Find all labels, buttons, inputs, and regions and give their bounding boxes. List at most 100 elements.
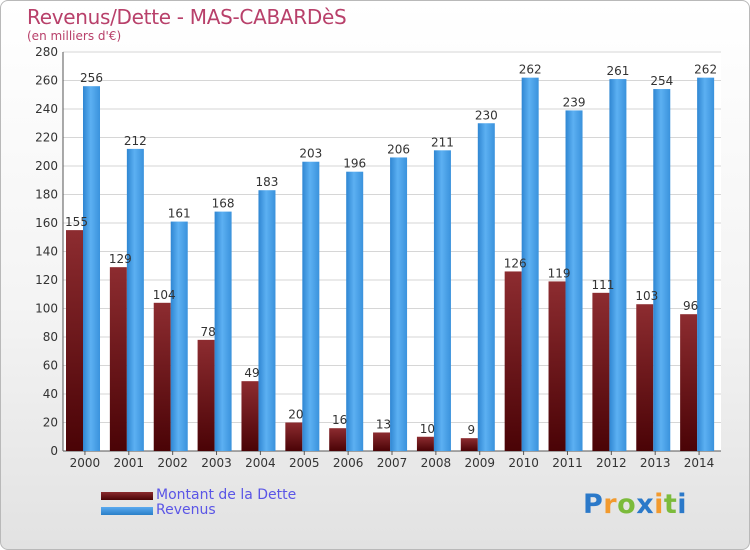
- legend-label-dette: Montant de la Dette: [156, 487, 297, 503]
- bar-revenus: [302, 161, 320, 451]
- data-label-dette: 126: [504, 256, 527, 270]
- data-label-revenus: 168: [212, 197, 235, 211]
- y-tick-label: 60: [43, 359, 58, 373]
- logo-letter: t: [663, 489, 678, 520]
- y-tick-label: 200: [35, 159, 58, 173]
- data-label-revenus: 212: [124, 134, 147, 148]
- x-tick-label: 2005: [289, 456, 320, 470]
- bar-revenus: [83, 86, 100, 451]
- proxiti-logo: Proxiti: [583, 489, 687, 520]
- logo-letter: i: [677, 489, 688, 520]
- y-tick-label: 20: [43, 416, 58, 430]
- y-tick-label: 100: [35, 302, 58, 316]
- bar-revenus: [653, 89, 671, 452]
- bar-dette: [373, 432, 391, 451]
- bar-dette: [680, 314, 698, 451]
- bar-revenus: [565, 110, 583, 452]
- x-tick-label: 2003: [201, 456, 232, 470]
- legend-item-revenus: Revenus: [101, 503, 296, 518]
- x-tick-label: 2001: [114, 456, 145, 470]
- data-label-dette: 49: [244, 366, 259, 380]
- bar-revenus: [346, 171, 364, 451]
- bar-dette: [241, 381, 259, 451]
- data-label-dette: 155: [65, 215, 88, 229]
- bar-dette: [109, 267, 127, 451]
- logo-letter: r: [603, 489, 618, 520]
- data-label-revenus: 183: [256, 175, 279, 189]
- bar-dette: [504, 271, 522, 451]
- data-label-revenus: 261: [606, 64, 629, 78]
- y-tick-label: 180: [35, 188, 58, 202]
- data-label-revenus: 262: [519, 63, 542, 77]
- data-label-revenus: 262: [694, 63, 717, 77]
- chart-subtitle: (en milliers d'€): [27, 29, 122, 43]
- bar-revenus: [433, 150, 451, 451]
- data-label-dette: 103: [635, 289, 658, 303]
- data-label-revenus: 230: [475, 108, 498, 122]
- bar-dette: [66, 230, 83, 451]
- y-tick-label: 40: [43, 387, 58, 401]
- data-label-revenus: 211: [431, 135, 454, 149]
- y-tick-label: 280: [35, 45, 58, 59]
- legend-item-dette: Montant de la Dette: [101, 488, 296, 503]
- x-tick-label: 2012: [596, 456, 627, 470]
- x-tick-label: 2006: [333, 456, 364, 470]
- bar-dette: [592, 292, 610, 451]
- bar-dette: [460, 438, 478, 451]
- data-label-revenus: 161: [168, 207, 191, 221]
- x-tick-label: 2009: [464, 456, 495, 470]
- chart-title: Revenus/Dette - MAS-CABARDèS: [27, 5, 347, 29]
- logo-letter: i: [654, 489, 664, 520]
- data-label-dette: 119: [548, 266, 571, 280]
- data-label-dette: 20: [288, 408, 303, 422]
- legend-swatch-dette: [101, 491, 153, 500]
- y-tick-label: 0: [50, 444, 58, 458]
- data-label-revenus: 206: [387, 142, 410, 156]
- data-label-dette: 78: [200, 325, 215, 339]
- x-tick-label: 2008: [421, 456, 452, 470]
- data-label-dette: 13: [376, 417, 391, 431]
- x-tick-label: 2000: [70, 456, 101, 470]
- data-label-dette: 96: [683, 299, 698, 313]
- data-label-revenus: 203: [299, 147, 322, 161]
- x-tick-label: 2004: [245, 456, 276, 470]
- bar-dette: [416, 436, 434, 451]
- legend: Montant de la Dette Revenus: [101, 488, 296, 518]
- x-tick-label: 2013: [640, 456, 671, 470]
- bar-revenus: [477, 123, 495, 451]
- bar-revenus: [170, 221, 188, 451]
- bar-revenus: [609, 79, 627, 451]
- x-tick-label: 2010: [508, 456, 539, 470]
- bar-dette: [153, 302, 171, 451]
- logo-letter: o: [617, 489, 637, 520]
- bar-revenus: [390, 157, 408, 451]
- bar-chart: 0204060801001201401601802002202402602801…: [35, 45, 721, 470]
- legend-swatch-revenus: [101, 506, 153, 515]
- bar-dette: [636, 304, 654, 451]
- y-tick-label: 160: [35, 216, 58, 230]
- x-tick-label: 2014: [684, 456, 715, 470]
- legend-label-revenus: Revenus: [156, 502, 216, 518]
- data-label-dette: 104: [153, 288, 176, 302]
- data-label-dette: 10: [420, 422, 435, 436]
- y-tick-label: 220: [35, 131, 58, 145]
- data-label-revenus: 239: [563, 95, 586, 109]
- y-tick-label: 140: [35, 245, 58, 259]
- x-tick-label: 2011: [552, 456, 583, 470]
- data-label-dette: 129: [109, 252, 132, 266]
- bar-revenus: [258, 190, 276, 451]
- bar-revenus: [697, 77, 715, 452]
- bar-dette: [285, 422, 303, 451]
- data-label-dette: 111: [591, 278, 614, 292]
- y-tick-label: 260: [35, 74, 58, 88]
- x-tick-label: 2002: [157, 456, 188, 470]
- data-label-revenus: 256: [80, 71, 103, 85]
- bar-dette: [329, 428, 347, 451]
- bar-revenus: [521, 77, 539, 452]
- data-label-revenus: 254: [650, 74, 673, 88]
- y-tick-label: 80: [43, 330, 58, 344]
- bar-revenus: [214, 211, 232, 451]
- data-label-dette: 9: [467, 423, 475, 437]
- y-tick-label: 120: [35, 273, 58, 287]
